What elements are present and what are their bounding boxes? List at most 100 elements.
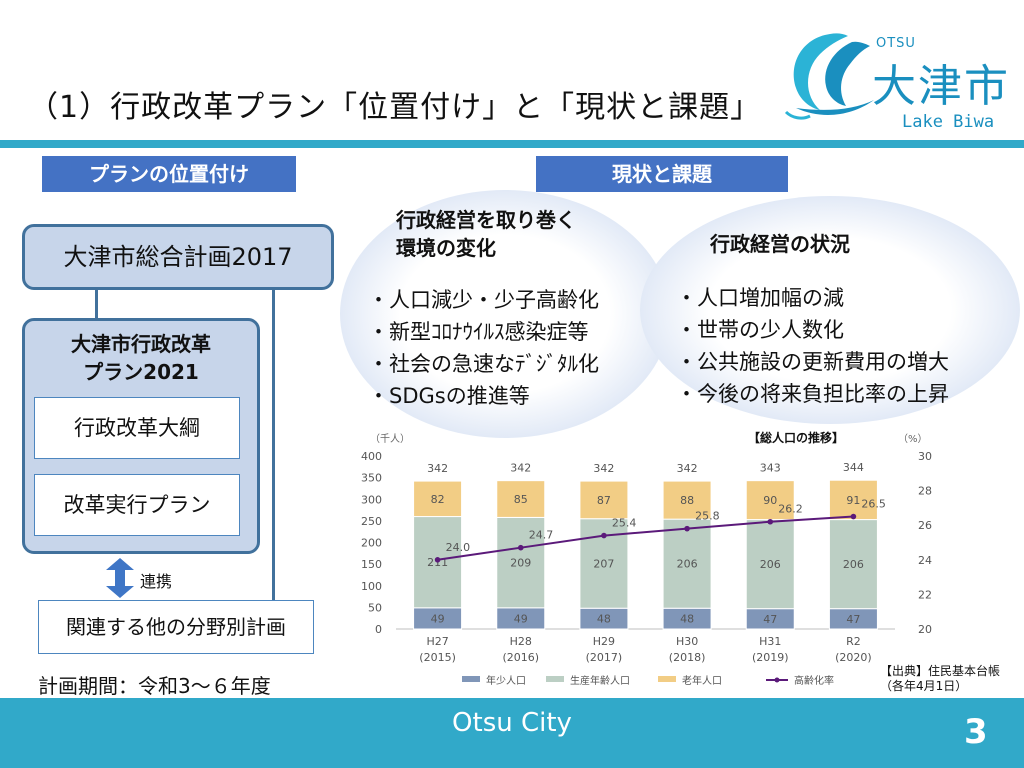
legend-label: 老年人口: [682, 674, 722, 687]
bar-total-label: 343: [760, 462, 781, 475]
aging-rate-label: 24.0: [446, 541, 471, 554]
bar-data-label: 47: [763, 613, 777, 626]
otsu-city-logo-icon: [784, 33, 874, 120]
list-item: ・公共施設の更新費用の増大: [676, 350, 949, 374]
list-item: ・人口増加幅の減: [676, 286, 844, 310]
bar-total-label: 342: [593, 462, 614, 475]
bar-segment: [413, 480, 463, 518]
aging-rate-point: [517, 544, 524, 551]
y2-tick-label: 22: [918, 588, 932, 601]
aging-rate-label: 25.4: [612, 517, 637, 530]
double-arrow-icon: [106, 558, 134, 598]
y-tick-label: 100: [361, 580, 382, 593]
y-axis-unit: （千人）: [370, 433, 410, 445]
logo-city-text: 大津市: [872, 61, 1010, 112]
plan-period: 計画期間：令和3～６年度: [38, 674, 271, 698]
x-tick-sublabel: (2015): [419, 651, 456, 664]
execution-plan-box: 改革実行プラン: [34, 474, 240, 536]
connector-line: [95, 287, 98, 321]
list-item: ・社会の急速なﾃﾞｼﾞﾀﾙ化: [368, 352, 599, 376]
bar-segment: [745, 519, 795, 610]
aging-rate-line: [437, 515, 854, 561]
bar-total-label: 342: [510, 462, 531, 475]
population-chart: （千人） （%） 【総人口の推移】 0 50 100 150 200 250 300 350 400 2…: [361, 430, 932, 687]
y2-axis-unit: （%）: [898, 433, 928, 445]
y-tick-label: 250: [361, 515, 382, 528]
legend-label: 生産年齢人口: [570, 674, 630, 687]
page-number: 3: [964, 712, 988, 752]
legend-swatch: [546, 676, 564, 682]
bar-segment: [579, 480, 629, 520]
title-divider: [0, 140, 1024, 148]
aging-rate-point: [850, 513, 857, 520]
bar-segment: [662, 518, 712, 609]
chart-title: 【総人口の推移】: [748, 430, 844, 445]
bar-total-label: 342: [677, 462, 698, 475]
y-tick-label: 50: [368, 601, 382, 614]
bar-total-label: 342: [427, 462, 448, 475]
status-issues-header: 現状と課題: [536, 156, 788, 192]
bar-segment: [745, 480, 795, 521]
list-item: ・世帯の少人数化: [676, 318, 844, 342]
bar-data-label: 49: [431, 612, 445, 625]
bar-data-label: 206: [760, 558, 781, 571]
y-tick-label: 300: [361, 493, 382, 506]
aging-rate-label: 26.5: [861, 498, 886, 511]
environment-title-line1: 行政経営を取り巻く: [396, 208, 576, 232]
y2-tick-label: 26: [918, 519, 932, 532]
bar-data-label: 82: [431, 493, 445, 506]
source-line1: 【出典】住民基本台帳: [880, 664, 1001, 678]
source-line2: （各年4月1日）: [880, 679, 968, 693]
footer-bar: [0, 698, 1024, 768]
bar-data-label: 209: [510, 557, 531, 570]
bar-data-label: 85: [514, 493, 528, 506]
x-tick-label: H28: [510, 635, 532, 648]
aging-rate-point: [434, 557, 441, 563]
reform-plan-title-line1: 大津市行政改革: [71, 332, 211, 356]
slide-title: （1）行政改革プラン「位置付け」と「現状と課題」: [28, 90, 762, 125]
environment-title-line2: 環境の変化: [396, 236, 496, 260]
x-tick-sublabel: (2019): [752, 651, 789, 664]
y2-tick-label: 30: [918, 450, 932, 463]
bar-total-label: 344: [843, 461, 864, 474]
status-title: 行政経営の状況: [710, 232, 850, 256]
footer-label: Otsu City: [452, 708, 572, 738]
environment-title: 行政経営を取り巻く 環境の変化: [396, 206, 576, 262]
legend-label: 高齢化率: [794, 674, 834, 687]
x-tick-label: H30: [676, 635, 698, 648]
connector-line: [272, 287, 275, 603]
x-tick-sublabel: (2017): [586, 651, 623, 664]
environment-bubble: [340, 190, 670, 438]
bar-data-label: 206: [677, 558, 698, 571]
list-item: ・今後の将来負担比率の上昇: [676, 382, 949, 406]
aging-rate-label: 26.2: [778, 503, 803, 516]
bar-segment: [496, 480, 546, 518]
reform-plan-title: 大津市行政改革 プラン2021: [22, 330, 260, 386]
environment-list: ・人口減少・少子高齢化 ・新型ｺﾛﾅｳｲﾙｽ感染症等 ・社会の急速なﾃﾞｼﾞﾀﾙ…: [368, 284, 599, 412]
y2-tick-label: 24: [918, 554, 932, 567]
general-plan-box: 大津市総合計画2017: [22, 224, 334, 290]
x-tick-label: H27: [426, 635, 448, 648]
bar-data-label: 48: [680, 613, 694, 626]
bar-segment: [828, 479, 878, 521]
link-label: 連携: [140, 572, 173, 591]
logo-otsu-text: OTSU: [876, 36, 916, 51]
y-tick-label: 350: [361, 472, 382, 485]
status-list: ・人口増加幅の減 ・世帯の少人数化 ・公共施設の更新費用の増大 ・今後の将来負担…: [676, 282, 949, 410]
x-tick-sublabel: (2020): [835, 651, 872, 664]
y-tick-label: 150: [361, 558, 382, 571]
bar-data-label: 206: [843, 558, 864, 571]
bar-data-label: 48: [597, 613, 611, 626]
aging-rate-label: 25.8: [695, 510, 720, 523]
y-tick-label: 0: [375, 623, 382, 636]
legend-marker: [774, 677, 780, 683]
y-tick-label: 200: [361, 537, 382, 550]
bar-segment: [828, 519, 878, 610]
bar-data-label: 87: [597, 494, 611, 507]
x-tick-label: H31: [759, 635, 781, 648]
logo-lake-text: Lake Biwa: [902, 112, 995, 132]
source-note: 【出典】住民基本台帳 （各年4月1日）: [880, 664, 1000, 694]
aging-rate-point: [601, 532, 607, 539]
bar-segment: [662, 480, 712, 520]
reform-plan-title-line2: プラン2021: [83, 360, 199, 384]
